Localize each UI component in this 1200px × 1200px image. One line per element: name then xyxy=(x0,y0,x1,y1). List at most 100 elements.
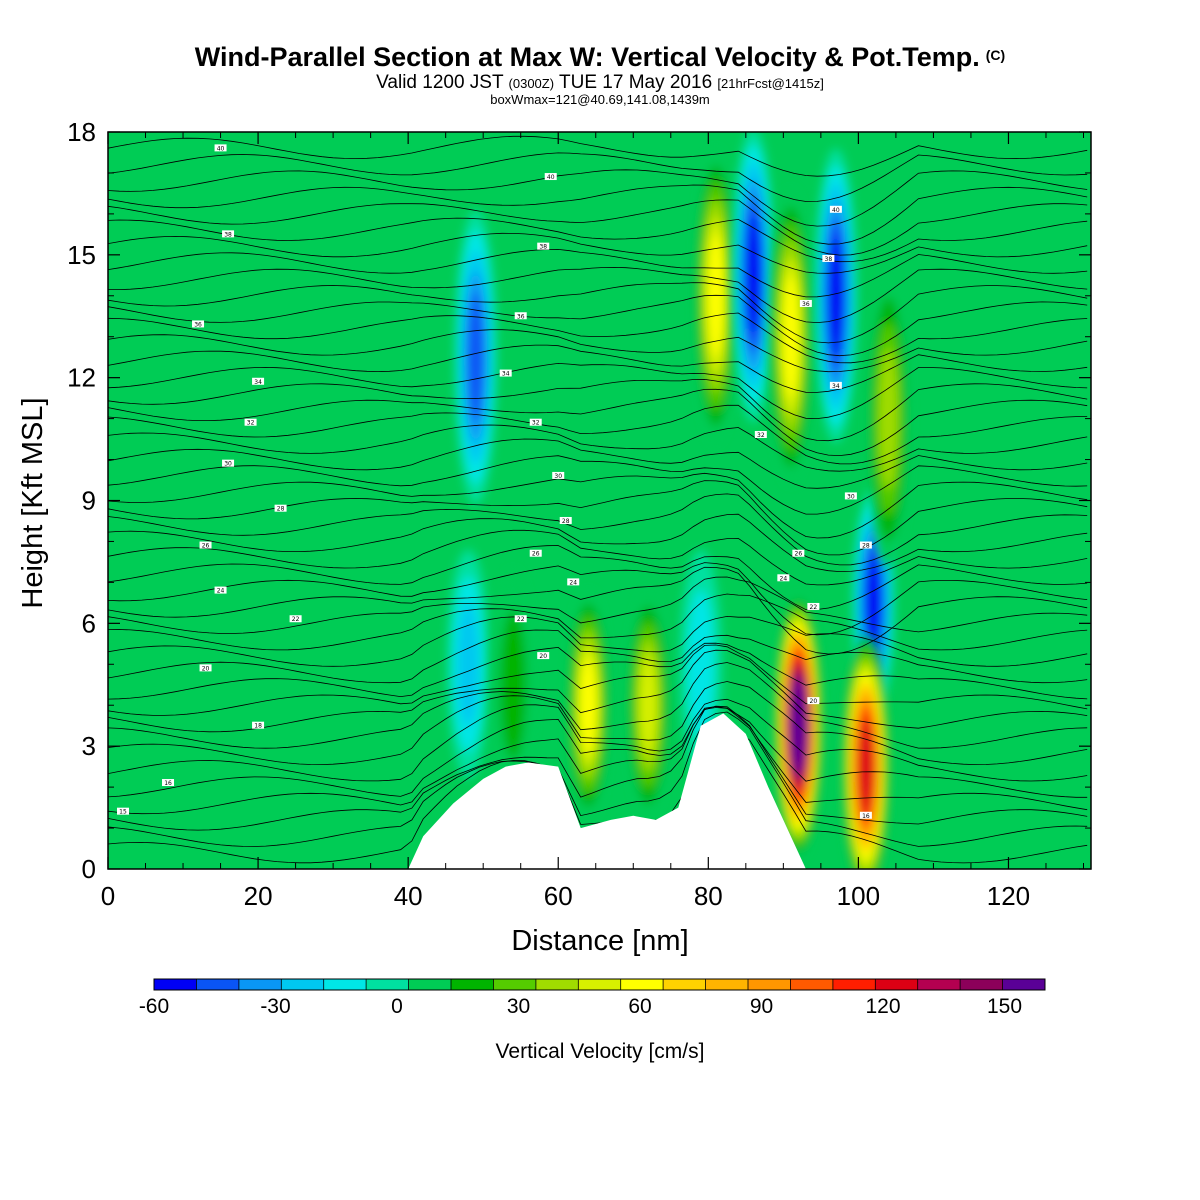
isentrope-line xyxy=(108,566,1088,655)
isentrope-label-box xyxy=(289,615,302,623)
colorbar-swatch xyxy=(323,979,367,990)
isentrope-label: 40 xyxy=(217,145,225,152)
isentrope-line xyxy=(108,455,1088,515)
isentrope-label-box xyxy=(552,471,565,479)
isentrope-line xyxy=(108,135,1088,177)
x-tick-label: 40 xyxy=(394,881,423,911)
colorbar-tick-label: 60 xyxy=(628,995,651,1018)
velocity-feature xyxy=(867,271,910,567)
isentrope-label-box xyxy=(274,504,287,512)
isentrope-label-box xyxy=(222,230,235,238)
isentrope-label: 40 xyxy=(547,174,555,181)
isentrope-label-box xyxy=(199,664,212,672)
colorbar-swatch xyxy=(238,979,282,990)
y-tick-label: 15 xyxy=(67,240,96,270)
isentrope-label: 38 xyxy=(539,244,547,251)
isentrope-label: 28 xyxy=(862,543,870,550)
isentrope-label-box xyxy=(514,312,527,320)
isentrope-label-box xyxy=(117,807,130,815)
title-mark: (C) xyxy=(985,47,1006,63)
colorbar-tick-label: -30 xyxy=(260,995,290,1018)
isentrope-line xyxy=(108,529,1088,586)
isentrope-label: 20 xyxy=(202,665,210,672)
isentrope-line xyxy=(108,513,1088,573)
colorbar-swatch xyxy=(366,979,409,990)
isentrope-label-box xyxy=(799,299,812,307)
isentrope-label: 20 xyxy=(539,653,547,660)
isentrope-label-box xyxy=(199,541,212,549)
y-tick-label: 3 xyxy=(82,731,96,761)
isentrope-label: 30 xyxy=(224,461,232,468)
isentrope-label-box xyxy=(499,369,512,377)
isentrope-line xyxy=(108,232,1088,274)
isentrope-label-box xyxy=(567,578,580,586)
isentrope-label-box xyxy=(859,541,872,549)
y-tick-label: 9 xyxy=(82,486,96,516)
isentrope-label-box xyxy=(829,205,842,213)
isentrope-label-box xyxy=(754,430,767,438)
isentrope-label: 28 xyxy=(562,518,570,525)
colorbar-swatch xyxy=(578,979,622,990)
isentrope-label: 28 xyxy=(277,506,285,513)
isentrope-line xyxy=(108,248,1088,298)
isentrope-label-box xyxy=(214,586,227,594)
isentrope-label: 38 xyxy=(825,256,833,263)
colorbar-swatch xyxy=(196,979,240,990)
isentrope-label: 32 xyxy=(532,420,540,427)
isentrope-label-box xyxy=(529,418,542,426)
chart-title: Wind-Parallel Section at Max W: Vertical… xyxy=(0,42,1200,73)
isentrope-line xyxy=(108,438,1088,489)
chart-title-text: Wind-Parallel Section at Max W: Vertical… xyxy=(194,42,980,72)
colorbar-swatch xyxy=(493,979,537,990)
isentrope-label: 26 xyxy=(795,551,803,558)
colorbar-tick-label: 150 xyxy=(987,995,1022,1018)
velocity-feature xyxy=(627,590,670,820)
isentrope-label: 24 xyxy=(569,579,577,586)
colorbar-swatch xyxy=(832,979,876,990)
colorbar-swatch xyxy=(705,979,749,990)
velocity-feature xyxy=(694,148,737,444)
isentrope-label-box xyxy=(537,652,550,660)
chart-subtitle: Valid 1200 JST (0300Z) TUE 17 May 2016 [… xyxy=(0,72,1200,94)
colorbar-tick-label: 120 xyxy=(865,995,900,1018)
isentrope-line xyxy=(108,217,1088,263)
colorbar-frame xyxy=(153,978,1046,991)
isentrope-label: 26 xyxy=(532,551,540,558)
isentrope-line xyxy=(108,642,1088,700)
valid-prefix: Valid 1200 JST xyxy=(376,72,504,93)
isentrope-line xyxy=(108,707,1088,798)
isentrope-label-box xyxy=(807,697,820,705)
isentrope-label: 34 xyxy=(832,383,840,390)
isentrope-line xyxy=(108,706,1088,815)
y-tick-label: 0 xyxy=(82,854,96,884)
isentrope-label: 36 xyxy=(802,301,810,308)
isentrope-lines xyxy=(108,135,1088,864)
isentrope-line xyxy=(108,480,1088,556)
isentrope-label-box xyxy=(222,459,235,467)
isentrope-label: 32 xyxy=(247,420,255,427)
isentrope-label-box xyxy=(807,602,820,610)
colorbar-tick-label: 0 xyxy=(391,995,403,1018)
isentrope-label: 20 xyxy=(810,698,818,705)
colorbar-swatch xyxy=(790,979,834,990)
isentrope-label: 16 xyxy=(862,813,870,820)
isentrope-line xyxy=(108,424,1088,472)
x-tick-label: 60 xyxy=(544,881,573,911)
colorbar-tick-label: 30 xyxy=(507,995,530,1018)
colorbar-swatch xyxy=(281,979,325,990)
x-tick-label: 20 xyxy=(244,881,273,911)
isentrope-line xyxy=(108,493,1088,566)
isentrope-label: 32 xyxy=(757,432,765,439)
velocity-feature xyxy=(447,549,490,779)
y-tick-label: 6 xyxy=(82,608,96,638)
x-tick-label: 80 xyxy=(694,881,723,911)
colorbar-swatch xyxy=(917,979,961,990)
isentrope-label-box xyxy=(162,779,175,787)
isentrope-label: 30 xyxy=(554,473,562,480)
isentrope-label-box xyxy=(192,320,205,328)
isentrope-label: 24 xyxy=(780,575,788,582)
isentrope-label: 38 xyxy=(224,231,232,238)
isentrope-line xyxy=(108,615,1088,667)
isentrope-line xyxy=(108,344,1088,393)
